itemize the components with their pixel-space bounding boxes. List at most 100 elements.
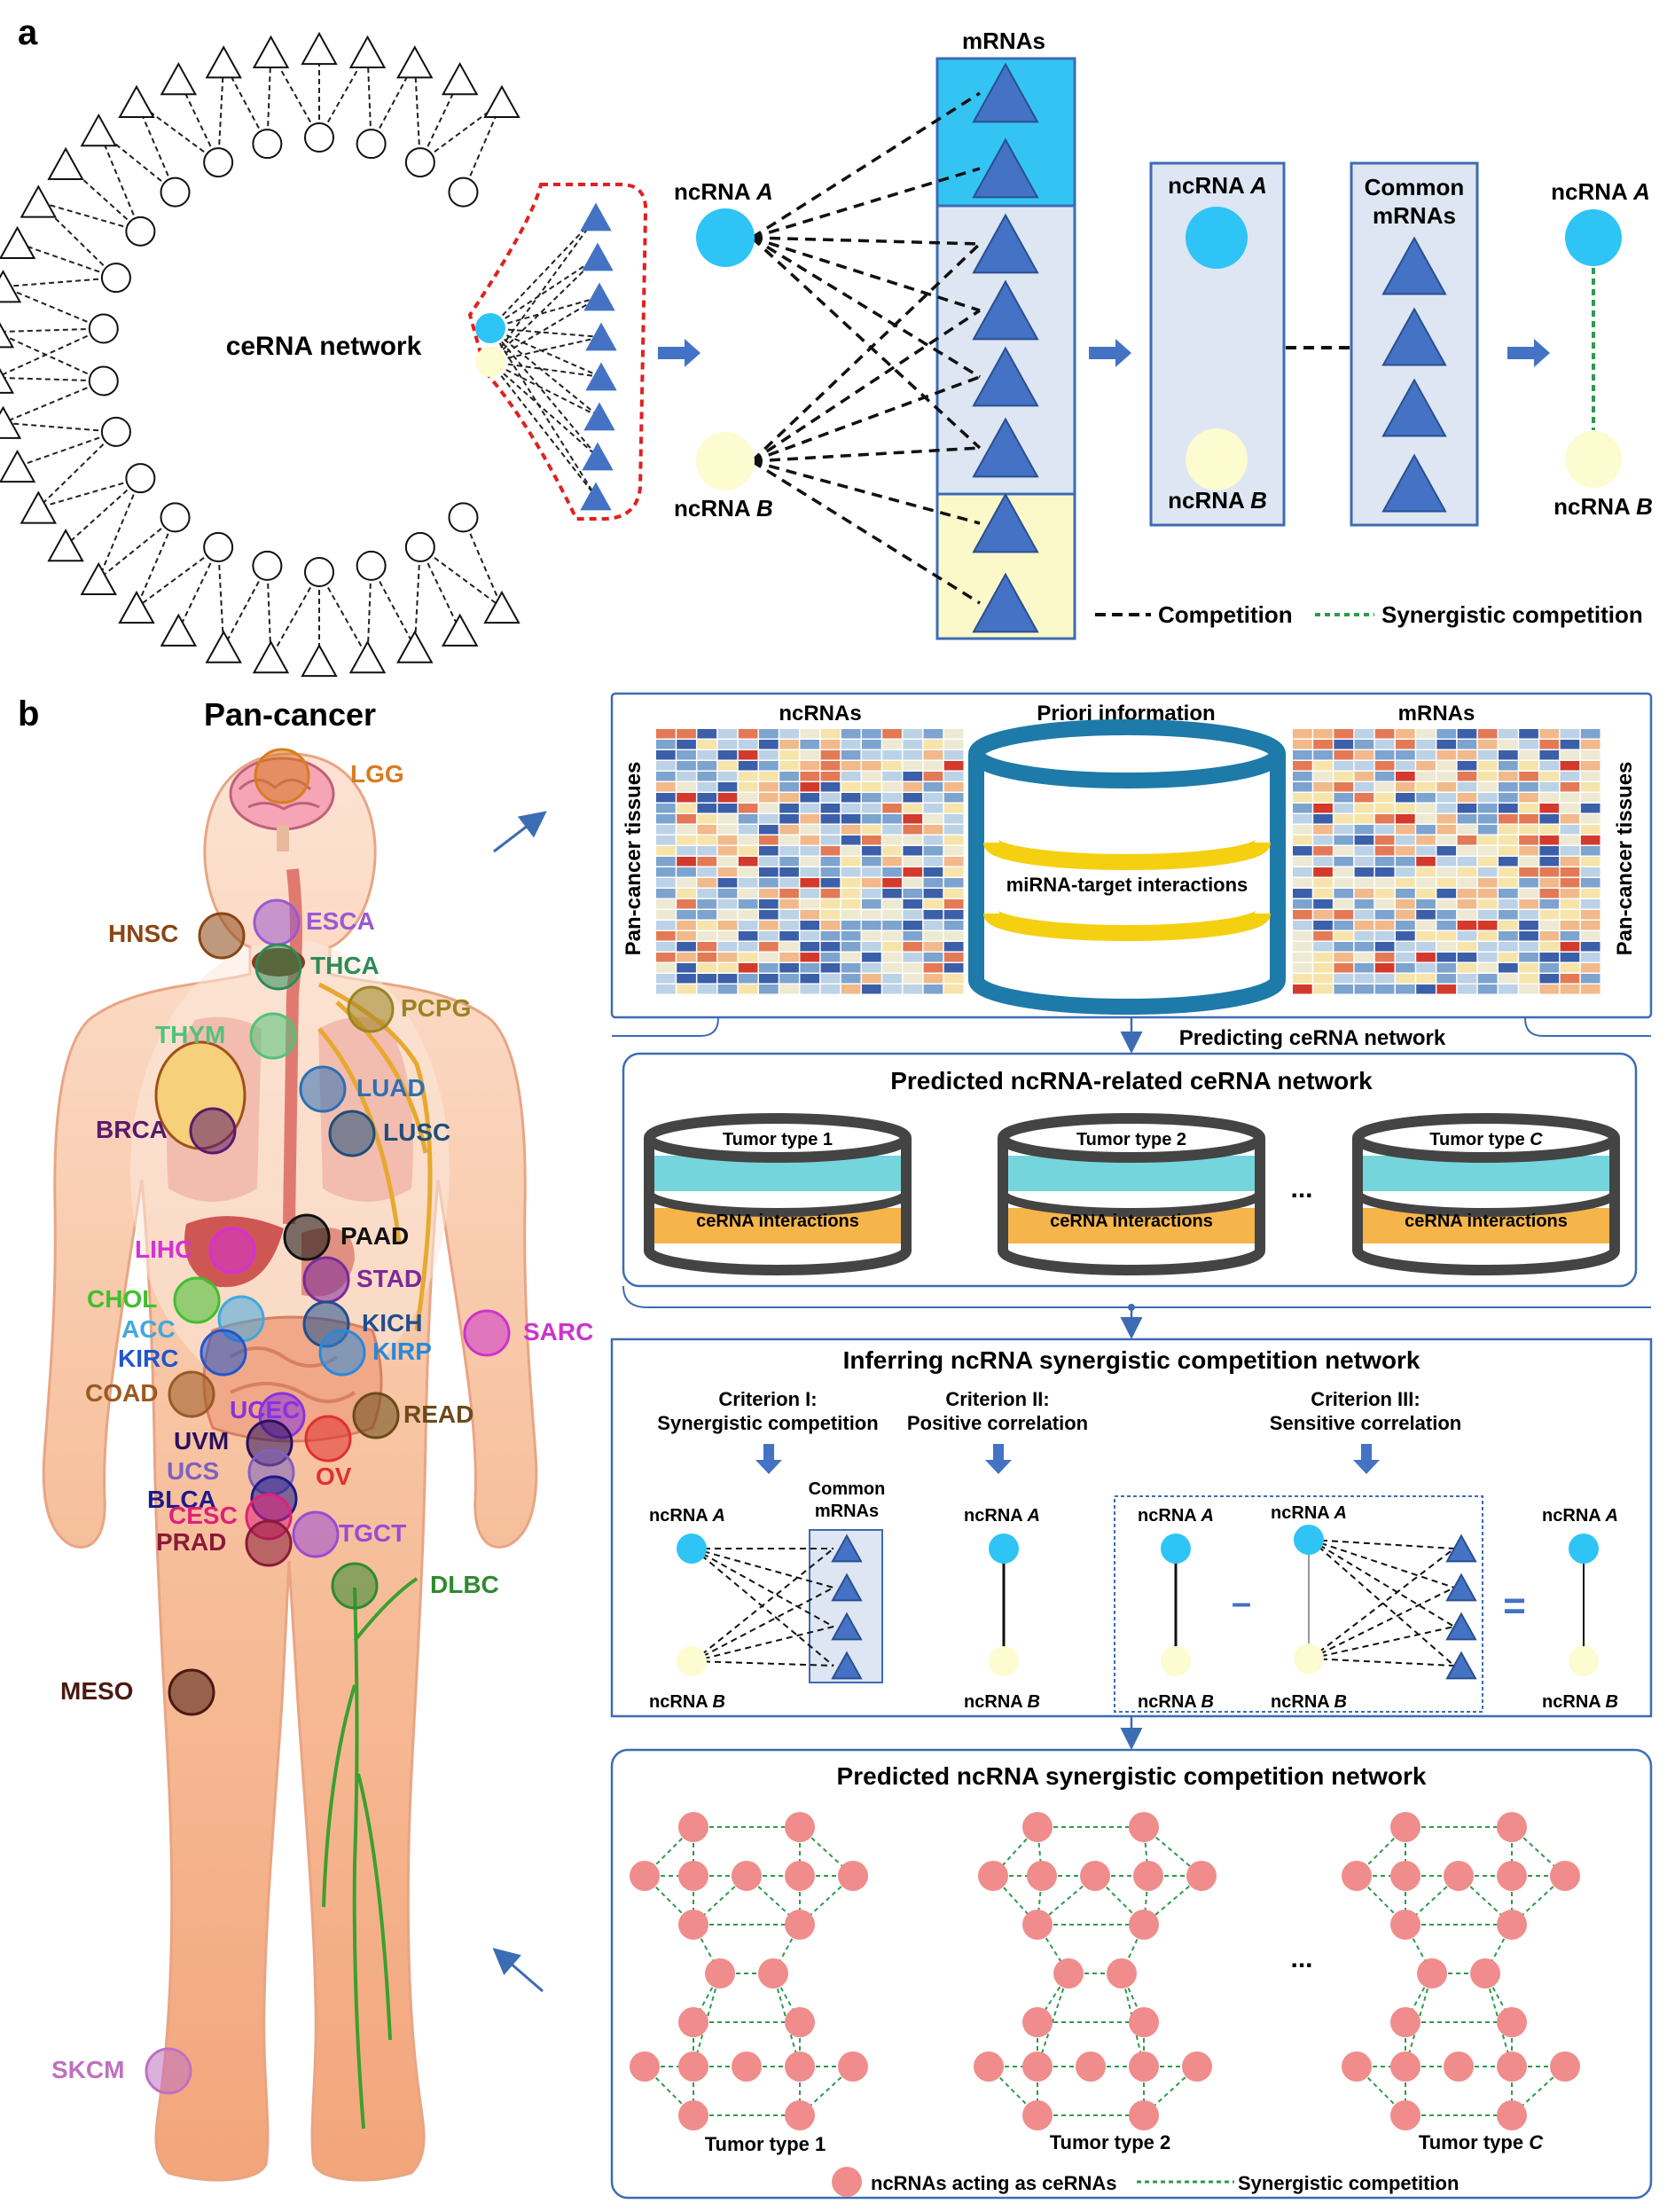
cancer-label-coad: COAD — [85, 1379, 158, 1407]
heatmap-cell — [923, 867, 943, 877]
heatmap-cell — [862, 910, 881, 920]
heatmap-cell — [1293, 825, 1312, 835]
heatmap-cell — [820, 910, 841, 920]
heatmap-cell — [1477, 772, 1498, 781]
heatmap-cell — [1436, 750, 1457, 760]
heatmap-cell — [1560, 867, 1580, 877]
heatmap-cell — [1354, 878, 1374, 888]
heatmap-cell — [1313, 772, 1333, 781]
heatmap-cell — [1580, 889, 1600, 898]
heatmap-cell — [677, 953, 696, 962]
heatmap-cell — [862, 857, 881, 867]
heatmap-cell — [759, 782, 779, 792]
heatmap-cell — [1477, 942, 1498, 952]
heatmap-cell — [1539, 942, 1560, 952]
ncrna-cerna-node — [1107, 1958, 1137, 1988]
heatmap-cell — [923, 814, 943, 824]
ncrna-cerna-node — [1497, 2051, 1527, 2082]
heatmap-cell — [697, 740, 717, 749]
heatmap-cell — [717, 804, 738, 813]
heatmap-cell — [677, 899, 696, 909]
heatmap-cell — [1293, 899, 1312, 909]
heatmap-cell — [1580, 772, 1600, 781]
heatmap-cell — [779, 825, 799, 835]
mrna-triangle — [483, 84, 520, 119]
heatmap-cell — [820, 782, 841, 792]
heatmap-cell — [1396, 921, 1415, 930]
heatmap-cell — [1539, 878, 1560, 888]
priori-database: miRNA-target interactions — [968, 719, 1286, 1015]
heatmap-cell — [903, 963, 923, 973]
heatmap-cell — [779, 942, 799, 952]
heatmap-cell — [1416, 782, 1436, 792]
heatmap-cell — [697, 931, 717, 941]
mrna-triangle — [118, 84, 155, 119]
heatmap-cell — [882, 835, 902, 845]
ncrna-cerna-node — [1390, 2051, 1420, 2082]
heatmap-cell — [738, 729, 758, 739]
heatmap-cell — [943, 804, 964, 813]
heatmap-cell — [1374, 750, 1395, 760]
heatmap-cell — [656, 761, 676, 771]
heatmap-cell — [1313, 867, 1333, 877]
heatmap-cell — [1313, 761, 1333, 771]
heatmap-cell — [1499, 761, 1518, 771]
heatmap-cell — [841, 942, 861, 952]
result-title: Predicted ncRNA synergistic competition … — [837, 1762, 1427, 1790]
heatmap-cell — [923, 835, 943, 845]
heatmap-cell — [779, 910, 799, 920]
heatmap-cell — [759, 889, 779, 898]
heatmap-cell — [1334, 782, 1354, 792]
tissues-label-right: Pan-cancer tissues — [1613, 762, 1637, 956]
heatmap-cell — [697, 953, 717, 962]
heatmap-cell — [697, 878, 717, 888]
heatmap-cell — [820, 857, 841, 867]
heatmap-cell — [1374, 889, 1395, 898]
heatmap-cell — [1436, 846, 1457, 856]
heatmap-cell — [1457, 804, 1477, 813]
ncrna-node — [448, 502, 479, 533]
heatmap-cell — [800, 857, 820, 867]
heatmap-cell — [1477, 846, 1498, 856]
network-edge — [489, 216, 597, 363]
legend-competition-text: Competition — [1158, 601, 1293, 628]
heatmap-cell — [903, 921, 923, 930]
network-edge — [3, 277, 117, 288]
heatmap-cell — [841, 740, 861, 749]
heatmap-cell — [1334, 974, 1354, 984]
heatmap-cell — [1313, 899, 1333, 909]
cancer-label-lusc: LUSC — [383, 1118, 450, 1146]
heatmap-cell — [738, 750, 758, 760]
ncrna-cerna-node — [1053, 1958, 1084, 1988]
competition-edge — [693, 1660, 834, 1667]
heatmap-cell — [1560, 835, 1580, 845]
heatmap-cell — [697, 910, 717, 920]
heatmap-cell — [1313, 793, 1333, 803]
heatmap-cell — [1580, 761, 1600, 771]
heatmap-cell — [1457, 963, 1477, 973]
heatmap-cell — [800, 814, 820, 824]
heatmap-cell — [903, 878, 923, 888]
heatmap-cell — [1374, 835, 1395, 845]
ncrna-cerna-node — [1022, 2051, 1053, 2082]
ncrna-b-node — [696, 432, 755, 490]
ncrna-cerna-node — [630, 2051, 660, 2082]
heatmap-cell — [717, 835, 738, 845]
heatmap-cell — [1313, 740, 1333, 749]
heatmap-cell — [1477, 761, 1498, 771]
heatmap-cell — [1580, 931, 1600, 941]
mrna-triangle — [0, 225, 36, 260]
heatmap-cell — [1293, 814, 1312, 824]
db-tumor-type-label: Tumor type 2 — [1076, 1130, 1186, 1149]
heatmap-cell — [759, 729, 779, 739]
db-cerna-interactions-label: ceRNA interactions — [696, 1212, 859, 1231]
heatmap-cell — [1396, 984, 1415, 994]
ncrna-b-node — [989, 1646, 1019, 1676]
mrna-triangle — [1445, 1533, 1477, 1563]
heatmap-cell — [1560, 889, 1580, 898]
ncrna-a-label: ncRNA A — [674, 178, 773, 205]
network-edge — [136, 546, 219, 608]
mrna-triangle — [972, 492, 1039, 553]
heatmap-cell — [759, 750, 779, 760]
heatmap-cell — [1416, 953, 1436, 962]
